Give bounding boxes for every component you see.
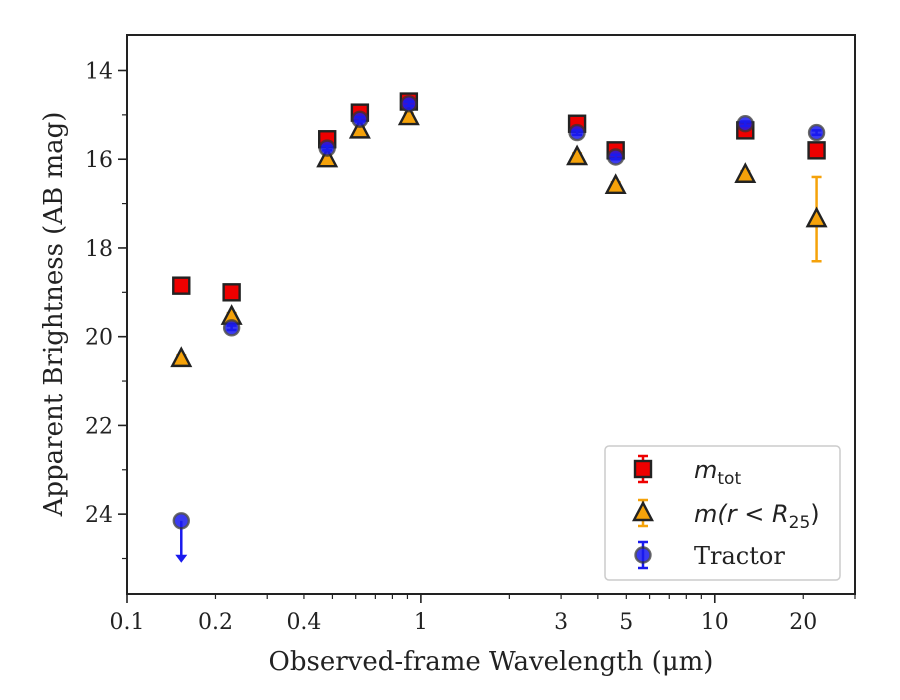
x-tick-label: 10: [701, 610, 729, 635]
series-square: [172, 92, 826, 302]
x-tick-label: 3: [554, 610, 568, 635]
legend: mtot m(r < R25) Tractor: [604, 445, 841, 581]
y-tick-label: 14: [85, 59, 113, 84]
data-point: [170, 346, 193, 368]
data-point: [807, 141, 826, 160]
data-point: [734, 162, 757, 183]
x-tick-label: 20: [789, 610, 817, 635]
data-point: [316, 146, 339, 168]
x-tick-label: 0.1: [110, 610, 145, 635]
data-points: [170, 92, 828, 563]
x-axis-label: Observed-frame Wavelength (μm): [269, 647, 714, 677]
legend-box: [604, 445, 841, 581]
data-point: [172, 276, 191, 295]
legend-label: m(r < R25): [694, 500, 820, 533]
data-point: [566, 144, 589, 166]
data-point: [400, 95, 418, 113]
y-tick-label: 24: [85, 503, 113, 528]
legend-marker: [633, 459, 653, 479]
x-tick-label: 1: [414, 610, 428, 635]
axis-ticks: 0.1 0.2 0.4 1 3 5 10 20 14 16 18 20 22 24: [85, 59, 856, 635]
legend-marker: [634, 546, 652, 564]
data-point: [222, 319, 241, 337]
data-point: [805, 206, 828, 228]
legend-label: Tractor: [694, 542, 785, 570]
data-point: [397, 104, 420, 126]
y-tick-label: 18: [85, 237, 113, 262]
legend-label: mtot: [694, 456, 741, 489]
x-tick-label: 0.4: [286, 610, 321, 635]
data-point: [807, 123, 826, 142]
data-point: [172, 512, 190, 530]
upper-limit-arrowhead: [175, 554, 188, 563]
plot-frame: [126, 34, 856, 595]
data-point: [222, 283, 241, 302]
series-triangle: [170, 104, 828, 368]
data-point: [568, 123, 586, 142]
legend-marker: [632, 500, 654, 522]
y-tick-label: 20: [85, 326, 113, 351]
series-circle: [172, 95, 826, 563]
y-tick-label: 16: [85, 148, 113, 173]
y-tick-label: 22: [85, 414, 113, 439]
data-point: [348, 117, 371, 139]
data-point: [606, 148, 625, 166]
y-axis-label: Apparent Brightness (AB mag): [39, 112, 69, 518]
data-point: [351, 110, 369, 128]
x-tick-label: 0.2: [198, 610, 233, 635]
data-point: [604, 173, 627, 195]
data-point: [736, 115, 754, 133]
x-tick-label: 5: [619, 610, 633, 635]
data-point: [318, 139, 336, 157]
